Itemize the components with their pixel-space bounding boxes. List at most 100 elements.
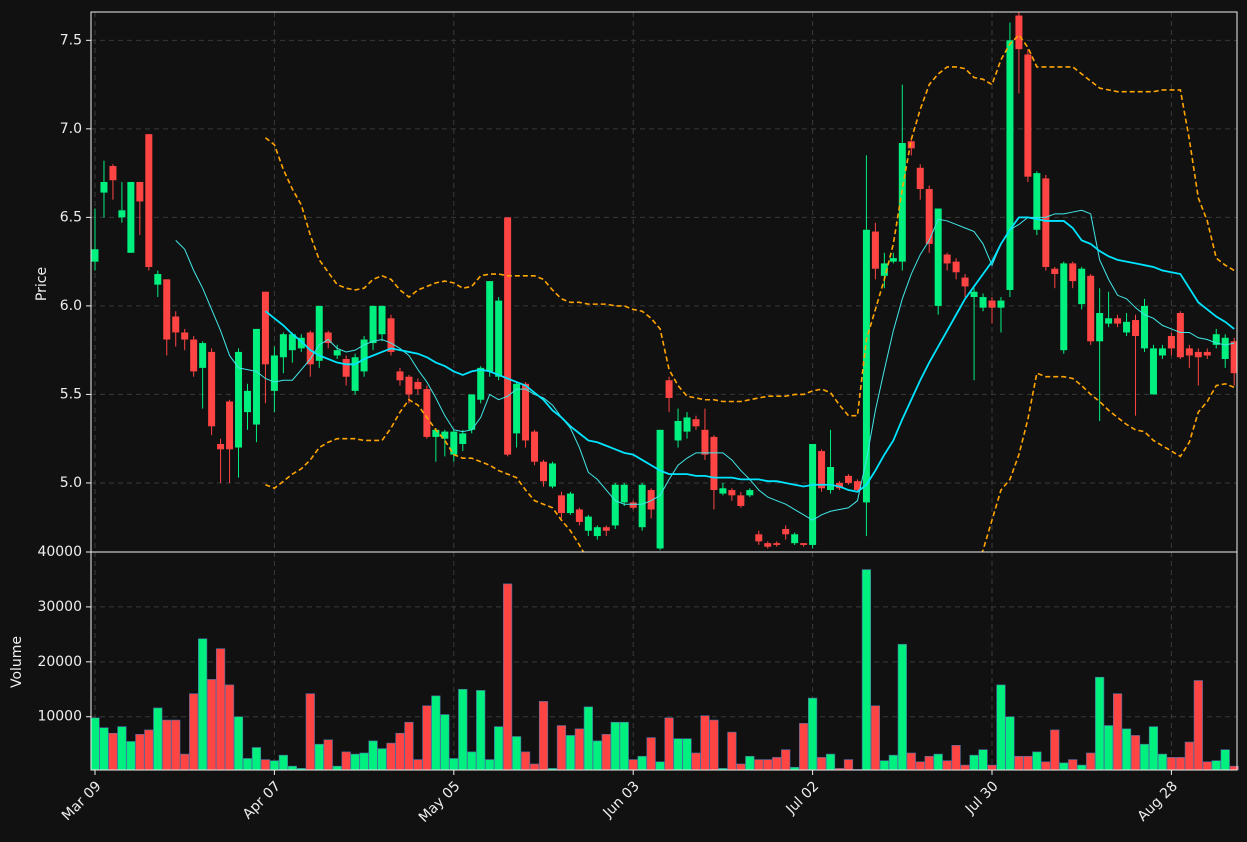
volume-bar [646,737,656,771]
volume-bar [978,749,988,771]
candle-body [557,495,565,514]
volume-bar [1157,753,1168,771]
candle-body [1033,173,1041,230]
volume-bar [1148,726,1159,771]
volume-bar [951,744,961,771]
volume-bar [942,760,952,771]
volume-tick-label: 20000 [37,654,82,670]
candle-body [701,429,709,455]
indicator-line [265,372,1235,552]
volume-bar [377,748,387,771]
volume-bar [601,734,611,771]
volume-bar [314,743,324,771]
volume-bar [1041,761,1051,771]
volume-bar [924,755,934,771]
volume-bar [888,754,898,771]
y-tick-label: 6.5 [60,209,82,225]
candle-body [1203,351,1211,356]
volume-bar [1023,755,1033,771]
volume-bar [413,759,423,771]
volume-bar [915,761,925,771]
candle-body [1167,336,1175,349]
volume-bar [960,764,970,771]
candle-body [495,300,503,377]
volume-bar [503,583,513,771]
volume-bar [485,759,495,771]
candle-body [100,181,108,193]
volume-bar [99,727,109,771]
volume-tick-label: 10000 [37,709,82,725]
volume-bar [1050,729,1060,771]
candle-body [432,429,440,437]
indicator-line [264,33,1235,417]
volume-bar [843,759,854,771]
volume-bar [1166,757,1176,771]
candle-body [1140,305,1148,349]
y-axis-label: Price [34,267,50,301]
candle-body [773,543,781,545]
candle-body [405,376,413,395]
volume-bar [1130,735,1141,771]
volume-bar [108,732,118,771]
volume-bar [1014,755,1024,771]
candle-body [1230,341,1237,374]
volume-bar [556,725,567,771]
candle-body [172,316,180,333]
volume-bar [538,701,549,771]
candle-body [324,332,332,344]
volume-bar [691,752,701,771]
volume-bar [90,717,100,771]
candle-body [199,343,207,368]
volume-bar [583,706,593,771]
volume-bar [368,740,378,771]
candle-body [109,166,117,181]
volume-bar [736,763,746,771]
candle-body [934,208,942,306]
candle-body [674,420,682,441]
candle-body [997,300,1005,308]
candle-body [638,484,646,528]
volume-bar [341,751,351,771]
volume-bar [287,765,297,771]
volume-bar [1121,728,1132,771]
volume-bar [709,719,719,771]
candle-body [522,383,530,441]
volume-bar [637,755,647,771]
volume-frame [90,551,1238,771]
volume-bar [215,648,226,771]
candle-body [468,394,476,430]
volume-bar [449,758,459,771]
volume-bar [574,728,584,771]
candle-body [1194,351,1202,358]
volume-bar [727,731,737,771]
candle-body [1105,318,1113,324]
volume-bar [126,741,136,771]
volume-bar [242,758,253,771]
candle-body [235,351,243,448]
candle-body [154,274,162,285]
candle-body [217,444,225,450]
candle-body [566,493,574,514]
volume-bar [431,695,441,771]
candle-body [1069,263,1077,282]
volume-bar [162,719,172,771]
candle-body [889,258,897,262]
volume-bar [153,707,163,771]
candle-body [782,528,790,535]
candle-body [136,181,144,202]
candle-body [208,351,216,427]
candle-body [602,527,610,531]
candle-body [1123,321,1131,333]
candle-body [737,495,745,506]
volume-bar [807,697,818,771]
candle-body [1024,54,1032,177]
candle-body [252,328,260,425]
volume-bar [969,754,979,771]
candle-body [979,297,987,308]
volume-bar [269,760,280,771]
candle-body [351,357,359,391]
candle-body [459,433,467,444]
volume-bar [198,638,208,771]
candle-body [243,390,251,413]
